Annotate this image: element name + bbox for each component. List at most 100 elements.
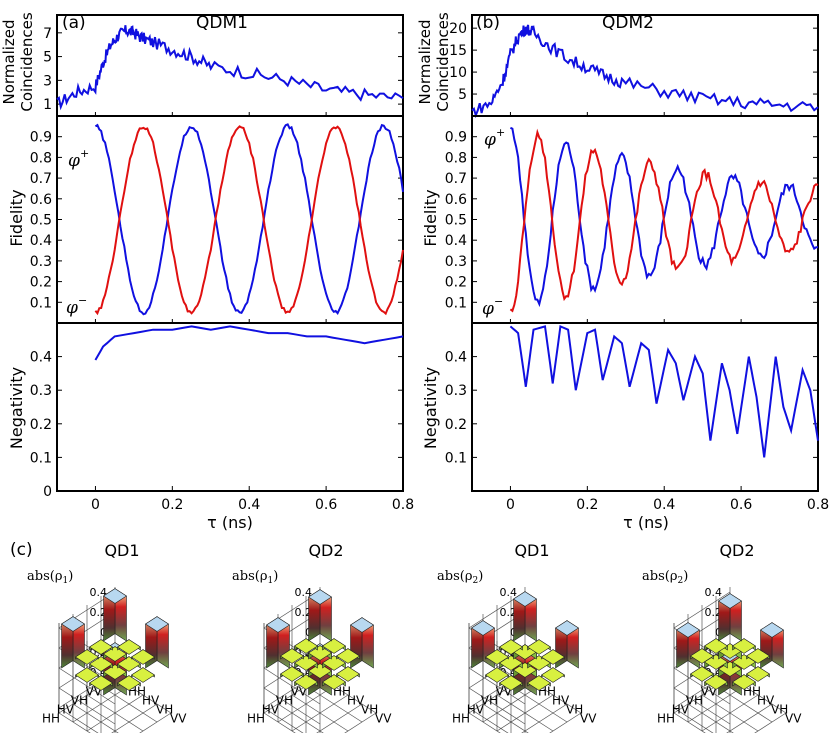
basis-label-col: HV — [757, 694, 775, 708]
plot-frame — [471, 322, 819, 492]
series-line — [509, 324, 819, 458]
matrix-bar — [307, 663, 333, 679]
basis-label-col: HH — [743, 685, 761, 699]
ylabel-coincidences-a-line1: Normalized — [0, 19, 18, 104]
basis-label-col: VV — [580, 712, 597, 726]
xtick-label: 0.6 — [730, 497, 752, 513]
ytick-label: 0.5 — [30, 213, 52, 229]
ytick-label: 0 — [43, 484, 52, 500]
matrix-bar — [116, 656, 142, 672]
ytick-label: 0.1 — [30, 295, 52, 311]
svg-text:φ: φ — [484, 130, 496, 150]
ytick-label: 0.3 — [445, 383, 467, 399]
plot-b-negativity: 0.1 0.2 0.3 0.4 0 0.2 0.4 0.6 0.8 — [445, 322, 829, 513]
ztick-label: 0.2 — [500, 606, 518, 619]
ytick-label: 0.5 — [445, 213, 467, 229]
matrix-bar — [74, 667, 100, 683]
matrix-bar — [88, 639, 114, 655]
matrix-bar — [526, 675, 552, 691]
ytick-label: 1 — [43, 97, 52, 113]
matrix-bar — [279, 666, 305, 682]
xlabel-b: τ (ns) — [623, 513, 669, 532]
basis-label-row: HV — [57, 703, 75, 717]
matrix-title: QD2 — [308, 541, 343, 560]
xtick-label: 0.8 — [392, 497, 414, 513]
ytick-label: 0.7 — [445, 171, 467, 187]
svg-text:φ: φ — [68, 151, 80, 171]
ylabel-fidelity-a: Fidelity — [7, 189, 26, 246]
matrix-bar — [130, 649, 156, 665]
matrix-grid — [468, 587, 582, 733]
state-label-minus-a: φ − — [66, 294, 87, 318]
ytick-label: 20 — [449, 21, 467, 37]
matrix-bar — [745, 666, 771, 682]
ylabel-fidelity-b: Fidelity — [421, 189, 440, 246]
ytick-label: 0.9 — [445, 130, 467, 146]
panel-title-b: QDM2 — [602, 13, 654, 33]
ytick-label: 5 — [43, 50, 52, 66]
ytick-label: 15 — [449, 43, 467, 59]
matrix-label: abs(ρ2) — [642, 569, 688, 586]
basis-label-row: VH — [276, 694, 293, 708]
line-plots: 13570.10.20.30.40.50.60.70.80.900.10.20.… — [30, 14, 829, 513]
matrix-bar — [293, 638, 319, 654]
panel-label-b: (b) — [476, 13, 500, 33]
matrix-bar — [731, 674, 757, 690]
ytick-label: 0.4 — [30, 233, 52, 249]
matrix-bar — [498, 675, 524, 691]
matrix-title: QD2 — [719, 541, 754, 560]
series-line-minus — [94, 125, 404, 316]
ytick-label: 0.6 — [445, 192, 467, 208]
panel-title-a: QDM1 — [196, 13, 248, 33]
matrix-bar — [484, 649, 510, 665]
ytick-label: 0.8 — [445, 150, 467, 166]
basis-label-col: VV — [785, 712, 802, 726]
basis-label-col: HV — [142, 694, 160, 708]
matrix-bar — [540, 649, 566, 665]
panel-label-a: (a) — [62, 13, 86, 33]
basis-label-col: VH — [156, 703, 173, 717]
ytick-label: 0.3 — [30, 254, 52, 270]
matrix-bar — [102, 588, 128, 642]
svg-text:φ: φ — [66, 298, 78, 318]
basis-label-row: HH — [42, 712, 60, 726]
state-label-plus-b: φ + — [484, 126, 505, 150]
ztick-label: 0.4 — [295, 586, 313, 599]
matrix-label: abs(ρ2) — [437, 569, 483, 586]
basis-label-col: HH — [333, 685, 351, 699]
matrix-bar — [554, 620, 580, 669]
ytick-label: 5 — [458, 87, 467, 103]
basis-label-col: VV — [170, 712, 187, 726]
series-line-plus — [94, 123, 404, 316]
matrix-bar — [717, 593, 743, 642]
basis-label-row: HV — [262, 703, 280, 717]
ytick-label: 0.3 — [445, 254, 467, 270]
basis-label-col: HV — [347, 694, 365, 708]
series-line — [94, 325, 404, 361]
matrix-bar — [526, 639, 552, 655]
matrix-bar — [279, 648, 305, 664]
state-label-plus-a: φ + — [68, 147, 89, 171]
basis-label-row: HV — [467, 703, 485, 717]
matrix-bar — [265, 617, 291, 669]
density-matrix-plots: QD1abs(ρ1)0.40.20-0.2-0.4HHVVHVVHVHHVVVH… — [27, 541, 802, 733]
xtick-label: 0.2 — [161, 497, 183, 513]
ytick-label: 3 — [43, 73, 52, 89]
svg-text:+: + — [80, 147, 89, 160]
ylabel-coincidences-b-line2: Coincidences — [434, 12, 452, 111]
ytick-label: 0.2 — [445, 275, 467, 291]
ytick-label: 0.2 — [30, 417, 52, 433]
plot-a-coincidences: 1 3 5 7 — [43, 14, 404, 117]
ytick-label: 0.8 — [30, 150, 52, 166]
ytick-label: 0.1 — [445, 295, 467, 311]
basis-label-row: VH — [686, 694, 703, 708]
matrix-bar — [540, 667, 566, 683]
matrix-bar — [321, 674, 347, 690]
matrix-bar — [88, 675, 114, 691]
svg-text:φ: φ — [482, 299, 494, 319]
ytick-label: 0.2 — [445, 417, 467, 433]
ytick-label: 10 — [449, 65, 467, 81]
ztick-label: 0.2 — [705, 606, 723, 619]
xlabel-a: τ (ns) — [207, 513, 253, 532]
ztick-label: 0.4 — [705, 586, 723, 599]
